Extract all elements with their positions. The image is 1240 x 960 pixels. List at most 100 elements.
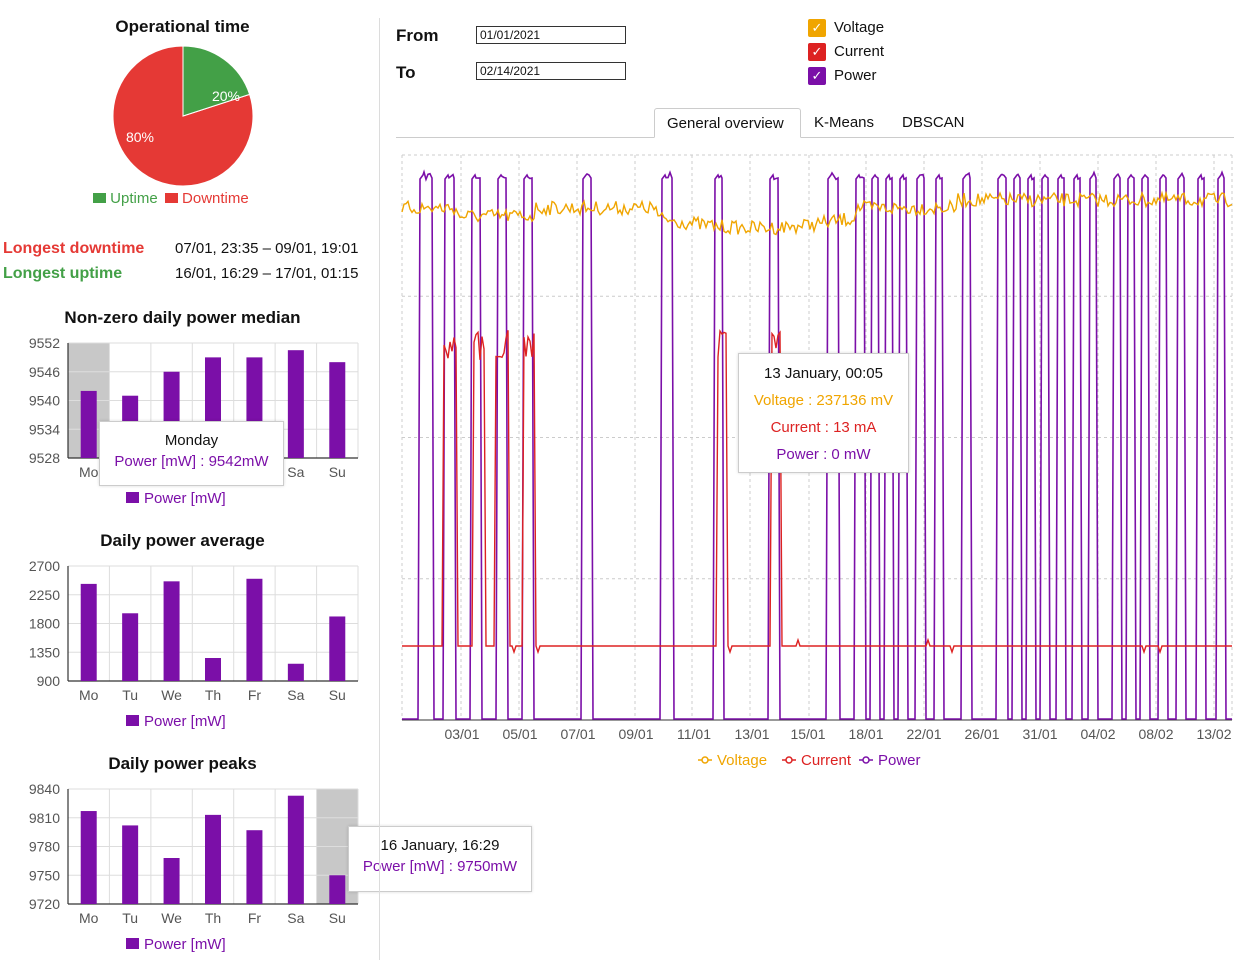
bar-th[interactable] [205,814,221,904]
legend-label-voltage[interactable]: Voltage [717,752,767,769]
bar-sa[interactable] [287,663,304,681]
x-tick-label: 05/01 [502,726,537,742]
bar-th[interactable] [205,658,221,681]
x-tick-label: Tu [122,910,138,926]
legend-label-current[interactable]: Current [801,752,852,769]
y-tick-label: 9546 [29,364,60,380]
x-tick-label: 15/01 [790,726,825,742]
legend-label[interactable]: Power [mW] [144,490,226,507]
legend-marker-current[interactable] [785,756,793,764]
bar-tu[interactable] [122,825,139,904]
bar-mo[interactable] [80,811,97,904]
x-tick-label: Th [205,910,221,926]
pie-label-downtime: 80% [126,129,154,145]
from-date-input[interactable]: 01/01/2021 [476,26,626,44]
legend-label[interactable]: Power [mW] [144,936,226,953]
tab-general-overview[interactable]: General overview [654,108,801,138]
x-tick-label: Tu [122,687,138,703]
x-tick-label: Mo [79,910,99,926]
power-checkbox[interactable]: ✓ [808,67,826,85]
legend-label-power[interactable]: Power [878,752,921,769]
bar-tu[interactable] [122,613,139,681]
peaks-chart-title: Daily power peaks [108,754,257,773]
to-date-input[interactable]: 02/14/2021 [476,62,626,80]
x-tick-label: We [161,910,182,926]
pie-legend: Uptime Downtime [93,190,293,207]
x-tick-label: Fr [248,687,262,703]
median-tooltip: Monday Power [mW] : 9542mW [99,421,284,486]
from-label: From [396,26,439,45]
x-tick-label: 03/01 [444,726,479,742]
legend-swatch[interactable] [126,938,139,949]
longest-downtime-value: 07/01, 23:35 – 09/01, 19:01 [175,240,359,257]
tab-k-means[interactable]: K-Means [814,114,875,131]
peaks-bar-chart: 9720 9750 9780 9810 9840 Mo Tu We Th Fr Sa Su Power … [29,781,359,953]
bar-su[interactable] [329,616,346,681]
main-tooltip-current: Current : 13 mA [770,419,877,436]
x-tick-label: Sa [287,464,304,480]
peaks-tooltip-text: Power [mW] : 9750mW [362,858,518,875]
x-tick-label: 09/01 [618,726,653,742]
y-tick-label: 9528 [29,450,60,466]
bar-mo[interactable] [80,583,97,681]
longest-uptime-label: Longest uptime [3,265,123,282]
average-bar-chart: 900 1350 1800 2250 2700 Mo Tu We Th Fr Sa Su Power [… [29,558,359,730]
y-tick-label: 9840 [29,781,60,797]
bar-sa[interactable] [287,350,304,458]
legend-downtime-label[interactable]: Downtime [182,190,249,207]
legend-uptime-label[interactable]: Uptime [110,190,158,207]
voltage-checkbox[interactable]: ✓ [808,19,826,37]
bar-sa[interactable] [287,795,304,904]
longest-downtime-label: Longest downtime [3,240,145,257]
bar-fr[interactable] [246,830,263,904]
x-tick-label: Mo [79,687,99,703]
y-tick-label: 1800 [29,616,60,632]
x-tick-label: Th [205,687,221,703]
x-tick-label: 22/01 [906,726,941,742]
legend-swatch[interactable] [126,715,139,726]
main-tooltip-voltage: Voltage : 237136 mV [753,392,894,409]
legend-downtime-swatch[interactable] [164,193,178,203]
voltage-checkbox-label[interactable]: Voltage [834,19,885,36]
x-tick-label: Sa [287,687,304,703]
power-checkbox-label[interactable]: Power [834,67,877,84]
legend-marker-voltage[interactable] [701,756,709,764]
median-tooltip-title: Monday [164,432,219,449]
x-tick-label: 18/01 [848,726,883,742]
y-tick-label: 9810 [29,810,60,826]
bar-mo[interactable] [80,390,97,458]
bar-su[interactable] [329,362,346,458]
bar-we[interactable] [163,581,180,681]
median-tooltip-text: Power [mW] : 9542mW [114,453,269,470]
legend-uptime-swatch[interactable] [93,193,106,203]
current-checkbox[interactable]: ✓ [808,43,826,61]
current-checkbox-label[interactable]: Current [834,43,885,60]
legend-marker-power[interactable] [862,756,870,764]
bar-we[interactable] [163,858,180,904]
bar-fr[interactable] [246,578,263,681]
y-tick-label: 900 [37,673,61,689]
y-tick-label: 1350 [29,644,60,660]
bar-su[interactable] [329,875,346,904]
current-series-line [402,329,1232,655]
y-tick-label: 2250 [29,587,60,603]
x-tick-label: 26/01 [964,726,999,742]
power-series-line [402,169,1232,720]
y-tick-label: 9780 [29,839,60,855]
x-tick-label: 07/01 [560,726,595,742]
y-tick-label: 9540 [29,393,60,409]
main-tooltip-title: 13 January, 00:05 [764,365,883,382]
legend-label[interactable]: Power [mW] [144,713,226,730]
tab-dbscan[interactable]: DBSCAN [902,114,965,131]
x-tick-label: 13/02 [1196,726,1231,742]
y-tick-label: 9552 [29,335,60,351]
x-tick-label: Fr [248,910,262,926]
operational-pie-chart: 20% 80% [112,46,254,187]
column-divider [379,18,380,960]
average-chart-title: Daily power average [100,531,265,550]
tab-bar-line [396,137,1234,138]
operational-time-title: Operational time [115,17,250,36]
pie-slice-uptime[interactable] [182,46,251,117]
voltage-series-line [401,190,1233,236]
legend-swatch[interactable] [126,492,139,503]
